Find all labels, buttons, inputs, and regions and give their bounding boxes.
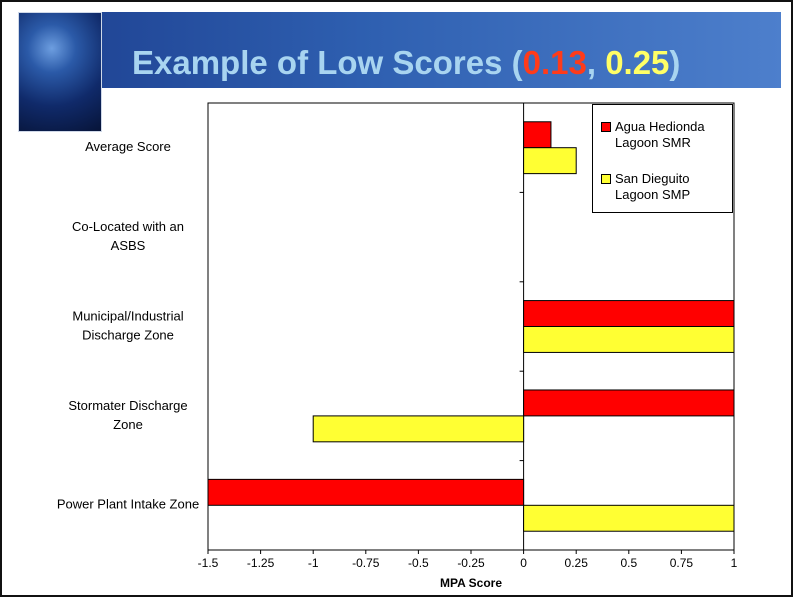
bar (523, 504, 735, 532)
x-tick-label: -0.5 (408, 556, 429, 570)
legend-item: San Dieguito Lagoon SMP (601, 171, 719, 203)
x-tick-label: -1 (308, 556, 319, 570)
y-tick-label: Zone (113, 417, 143, 432)
slide-title: Example of Low Scores (0.13, 0.25) (132, 44, 680, 82)
y-tick-label: Discharge Zone (82, 327, 174, 342)
x-tick-label: -1.25 (247, 556, 275, 570)
title-text: Example of Low Scores ( (132, 44, 523, 81)
bar (523, 326, 735, 353)
bar (523, 300, 735, 328)
x-tick-label: -0.75 (352, 556, 380, 570)
bar (523, 389, 735, 417)
x-tick-label: 1 (731, 556, 738, 570)
x-axis-label: MPA Score (440, 576, 502, 590)
x-tick-label: -1.5 (198, 556, 219, 570)
legend-swatch (601, 174, 611, 184)
y-tick-label: Municipal/Industrial (72, 308, 183, 323)
bar (312, 415, 525, 443)
x-tick-label: 0.75 (670, 556, 694, 570)
legend-label: Agua Hedionda Lagoon SMR (615, 119, 705, 150)
bar (523, 147, 577, 175)
legend: Agua Hedionda Lagoon SMR San Dieguito Lag… (592, 104, 733, 213)
bar (207, 478, 525, 506)
legend-item: Agua Hedionda Lagoon SMR (601, 119, 719, 151)
title-text: , (586, 44, 606, 81)
y-tick-label: Co-Located with an (72, 219, 184, 234)
title-bar (18, 12, 781, 88)
header-photo (18, 12, 102, 132)
y-tick-label: Average Score (85, 139, 171, 154)
legend-swatch (601, 122, 611, 132)
x-tick-label: -0.25 (457, 556, 485, 570)
x-tick-label: 0.5 (620, 556, 637, 570)
title-value: 0.25 (605, 44, 670, 81)
title-value: 0.13 (522, 44, 587, 81)
legend-label: San Dieguito Lagoon SMP (615, 171, 691, 202)
x-tick-label: 0.25 (565, 556, 589, 570)
bar (523, 121, 552, 149)
title-text: ) (669, 44, 681, 81)
y-tick-label: Power Plant Intake Zone (57, 497, 199, 512)
x-tick-label: 0 (520, 556, 527, 570)
y-tick-label: Stormater Discharge (68, 398, 187, 413)
y-tick-label: ASBS (111, 238, 146, 253)
